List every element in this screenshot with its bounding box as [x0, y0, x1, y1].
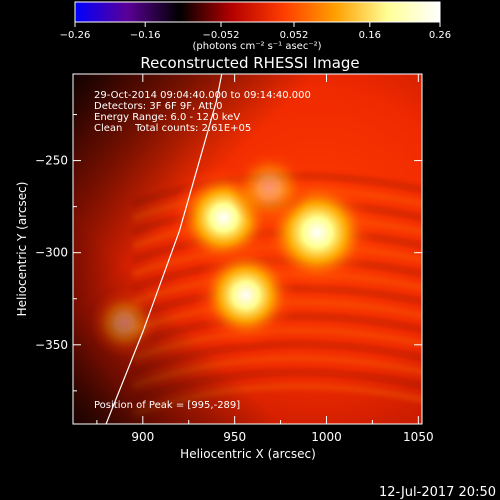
axis-ticks: 900 950 1000 1050 −250 −300 −350 — [35, 74, 434, 444]
annotation-clean-counts: Clean Total counts: 2.61E+05 — [94, 123, 251, 134]
plot-frame — [72, 73, 423, 425]
annotation-detectors: Detectors: 3F 6F 9F, Att 0 — [94, 101, 222, 112]
annotation-energy-range: Energy Range: 6.0 - 12.0 keV — [94, 112, 240, 123]
colorbar-tick-label: 0.16 — [359, 30, 381, 41]
y-tick-label: −300 — [35, 246, 68, 260]
colorbar-tick-label: −0.052 — [202, 30, 239, 41]
xray-source-blob — [89, 287, 160, 358]
footer-timestamp: 12-Jul-2017 20:50 — [379, 485, 496, 500]
colorbar-tick-label: −0.26 — [60, 30, 91, 41]
x-tick-label: 1000 — [311, 430, 342, 444]
xray-source-blob — [192, 242, 299, 348]
chart-title: Reconstructed RHESSI Image — [140, 54, 359, 72]
y-axis-label: Heliocentric Y (arcsec) — [15, 182, 29, 317]
solar-limb-line — [105, 74, 223, 424]
xray-sources — [89, 147, 377, 358]
colorbar-frame — [74, 1, 441, 23]
x-tick-label: 1050 — [403, 430, 434, 444]
image-plot-area — [73, 74, 422, 424]
xray-source-blob — [228, 147, 311, 230]
x-tick-label: 950 — [223, 430, 246, 444]
colorbar-tick-label: −0.16 — [130, 30, 161, 41]
x-axis-label: Heliocentric X (arcsec) — [180, 447, 316, 461]
x-tick-label: 900 — [131, 430, 154, 444]
annotation-time-range: 29-Oct-2014 09:04:40.000 to 09:14:40.000 — [94, 90, 311, 101]
colorbar — [75, 2, 440, 22]
y-tick-label: −250 — [35, 154, 68, 168]
colorbar-ticks: −0.26 −0.16 −0.052 0.052 0.16 0.26 — [60, 22, 451, 41]
colorbar-tick-label: 0.052 — [280, 30, 309, 41]
peak-position-label: Position of Peak = [995,-289] — [94, 400, 240, 411]
colorbar-unit-label: (photons cm⁻² s⁻¹ asec⁻²) — [192, 41, 321, 52]
colorbar-tick-label: 0.26 — [429, 30, 451, 41]
y-tick-label: −350 — [35, 338, 68, 352]
